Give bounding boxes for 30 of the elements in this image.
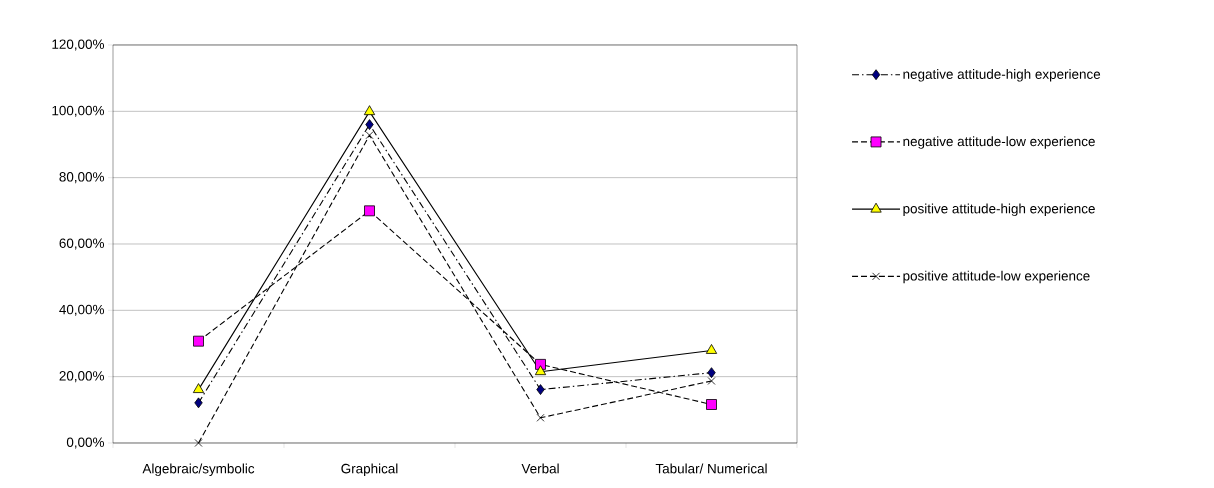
y-tick-label: 80,00% (59, 172, 105, 184)
y-tick-label: 100,00% (52, 105, 105, 117)
y-tick-label: 40,00% (59, 304, 105, 316)
point (194, 397, 203, 409)
point (363, 105, 376, 116)
point (194, 439, 203, 447)
legend-label: negative attitude-high experience (903, 69, 1101, 82)
x-tick-label: Algebraic/symbolic (142, 463, 255, 477)
point (365, 131, 374, 140)
y-tick-label: 0,00% (66, 437, 105, 449)
point (192, 383, 205, 393)
point (707, 367, 716, 379)
legend-label: positive attitude-low experience (903, 270, 1090, 284)
legend-label: negative attitude-low experience (903, 136, 1095, 149)
legend-label: positive attitude-high experience (903, 203, 1095, 217)
y-tick-label: 120,00% (52, 39, 105, 51)
y-tick-label: 20,00% (59, 371, 105, 383)
point (193, 335, 204, 347)
point (706, 399, 717, 410)
x-tick-label: Graphical (341, 463, 398, 477)
point (364, 205, 375, 217)
y-tick-label: 60,00% (59, 238, 105, 250)
point (707, 377, 716, 385)
point (365, 119, 374, 130)
x-tick-label: Verbal (521, 463, 559, 474)
x-tick-label: Tabular/ Numerical (655, 463, 767, 474)
point (536, 413, 545, 422)
point (534, 365, 547, 376)
point (536, 384, 545, 395)
point (705, 344, 718, 354)
